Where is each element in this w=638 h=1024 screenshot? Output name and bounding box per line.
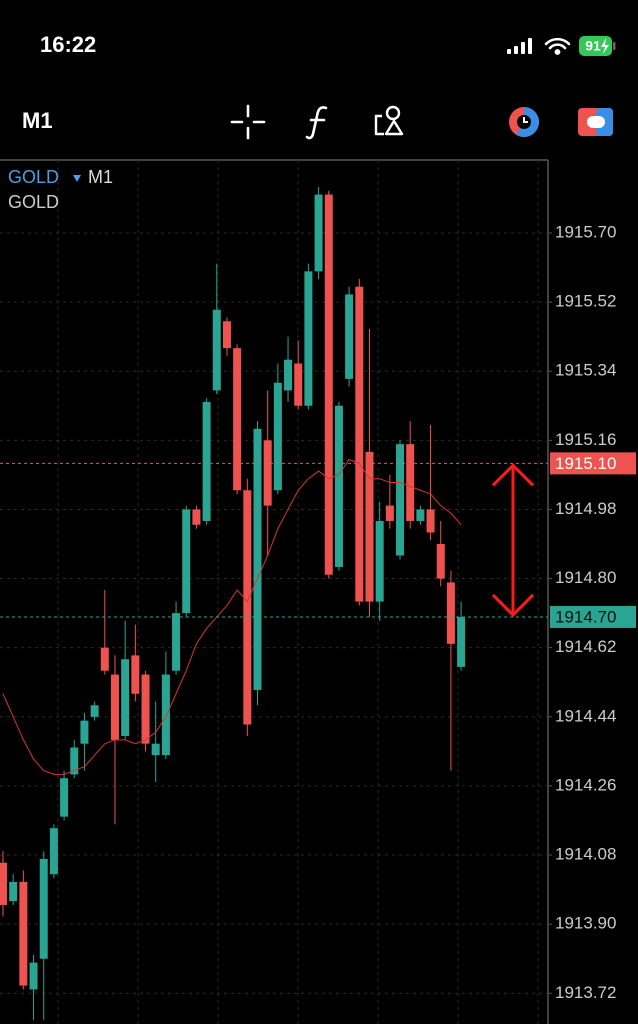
- candle-body: [172, 613, 181, 671]
- y-tick-label: 1914.26: [555, 775, 616, 794]
- candle-body: [365, 451, 374, 602]
- candle-body: [110, 674, 119, 740]
- plot: [0, 186, 548, 1021]
- y-tick-label: 1914.62: [555, 637, 616, 656]
- candle-body: [355, 286, 364, 602]
- candle-body: [284, 359, 293, 391]
- y-tick-label: 1915.70: [555, 222, 616, 241]
- candle-body: [90, 705, 99, 717]
- candle-body: [396, 444, 405, 556]
- candle-body: [416, 509, 425, 521]
- candle-body: [161, 674, 170, 756]
- battery-icon: 91: [579, 36, 616, 56]
- symbol-dropdown[interactable]: [73, 175, 81, 182]
- candle-body: [253, 428, 262, 690]
- grid: [0, 160, 548, 1024]
- y-tick-label: 1914.44: [555, 706, 616, 725]
- price-label-bg: [550, 605, 636, 628]
- chart-timeframe: M1: [88, 167, 113, 187]
- trade-history-button[interactable]: [509, 107, 539, 137]
- price-axis: 1915.70 1915.52 1915.34 1915.16 1914.98 1914.…: [548, 222, 636, 1002]
- candle-body: [314, 194, 323, 272]
- candle-body: [243, 490, 252, 725]
- candle-body: [385, 505, 394, 521]
- candle-body: [406, 444, 415, 521]
- y-tick-label: 1914.08: [555, 845, 616, 864]
- candle-body: [70, 747, 79, 775]
- indicator-label: GOLD: [8, 192, 59, 212]
- candle-body: [141, 674, 150, 744]
- symbol[interactable]: GOLD: [8, 167, 59, 187]
- candle-body: [222, 321, 231, 349]
- annotation-arrowhead: [491, 593, 535, 618]
- candle-body: [202, 401, 211, 521]
- candle-body: [334, 405, 343, 568]
- indicators-button[interactable]: [305, 106, 328, 140]
- price-label: 1915.10: [555, 454, 616, 473]
- candle-body: [345, 294, 354, 379]
- candle-body: [0, 862, 7, 905]
- y-tick-label: 1915.52: [555, 292, 616, 311]
- candle-body: [60, 778, 69, 817]
- candle-body: [426, 509, 435, 533]
- candle-body: [212, 309, 221, 391]
- candle-body: [151, 743, 160, 756]
- price-label-bg: [550, 452, 636, 475]
- y-tick-label: 1915.34: [555, 361, 616, 380]
- candle-body: [29, 962, 38, 990]
- trade-button[interactable]: [578, 108, 613, 136]
- y-tick-label: 1913.90: [555, 914, 616, 933]
- moving-average: [2, 458, 462, 775]
- candle-body: [233, 348, 242, 491]
- crosshair-button[interactable]: [230, 104, 266, 140]
- candle-body: [182, 509, 191, 614]
- wifi-icon: [544, 37, 571, 55]
- candle-body: [9, 881, 18, 902]
- y-tick-label: 1914.80: [555, 568, 616, 587]
- candle-body: [263, 440, 272, 506]
- price-label: 1914.70: [555, 607, 616, 626]
- candle-body: [100, 647, 109, 671]
- candle-body: [131, 655, 140, 694]
- signal-icon: [507, 38, 532, 54]
- candle-body: [304, 271, 313, 406]
- candle-body: [49, 828, 58, 875]
- candle-body: [121, 659, 130, 736]
- candle-body: [446, 582, 455, 644]
- battery-level: 91: [585, 38, 601, 54]
- candle-body: [39, 858, 48, 959]
- candle-body: [273, 382, 282, 491]
- candle-body: [80, 720, 89, 744]
- clock: 16:22: [40, 32, 96, 57]
- objects-button[interactable]: [374, 105, 404, 136]
- candle-body: [436, 544, 445, 579]
- candle-body: [192, 509, 201, 525]
- y-tick-label: 1915.16: [555, 430, 616, 449]
- timeframe-button[interactable]: M1: [22, 108, 53, 133]
- candle-body: [324, 194, 333, 575]
- candle-body: [294, 363, 303, 406]
- y-tick-label: 1914.98: [555, 499, 616, 518]
- candle-body: [457, 616, 466, 667]
- y-tick-label: 1913.72: [555, 983, 616, 1002]
- annotation-arrowhead: [491, 463, 535, 487]
- candle-body: [19, 881, 28, 986]
- candle-body: [375, 520, 384, 602]
